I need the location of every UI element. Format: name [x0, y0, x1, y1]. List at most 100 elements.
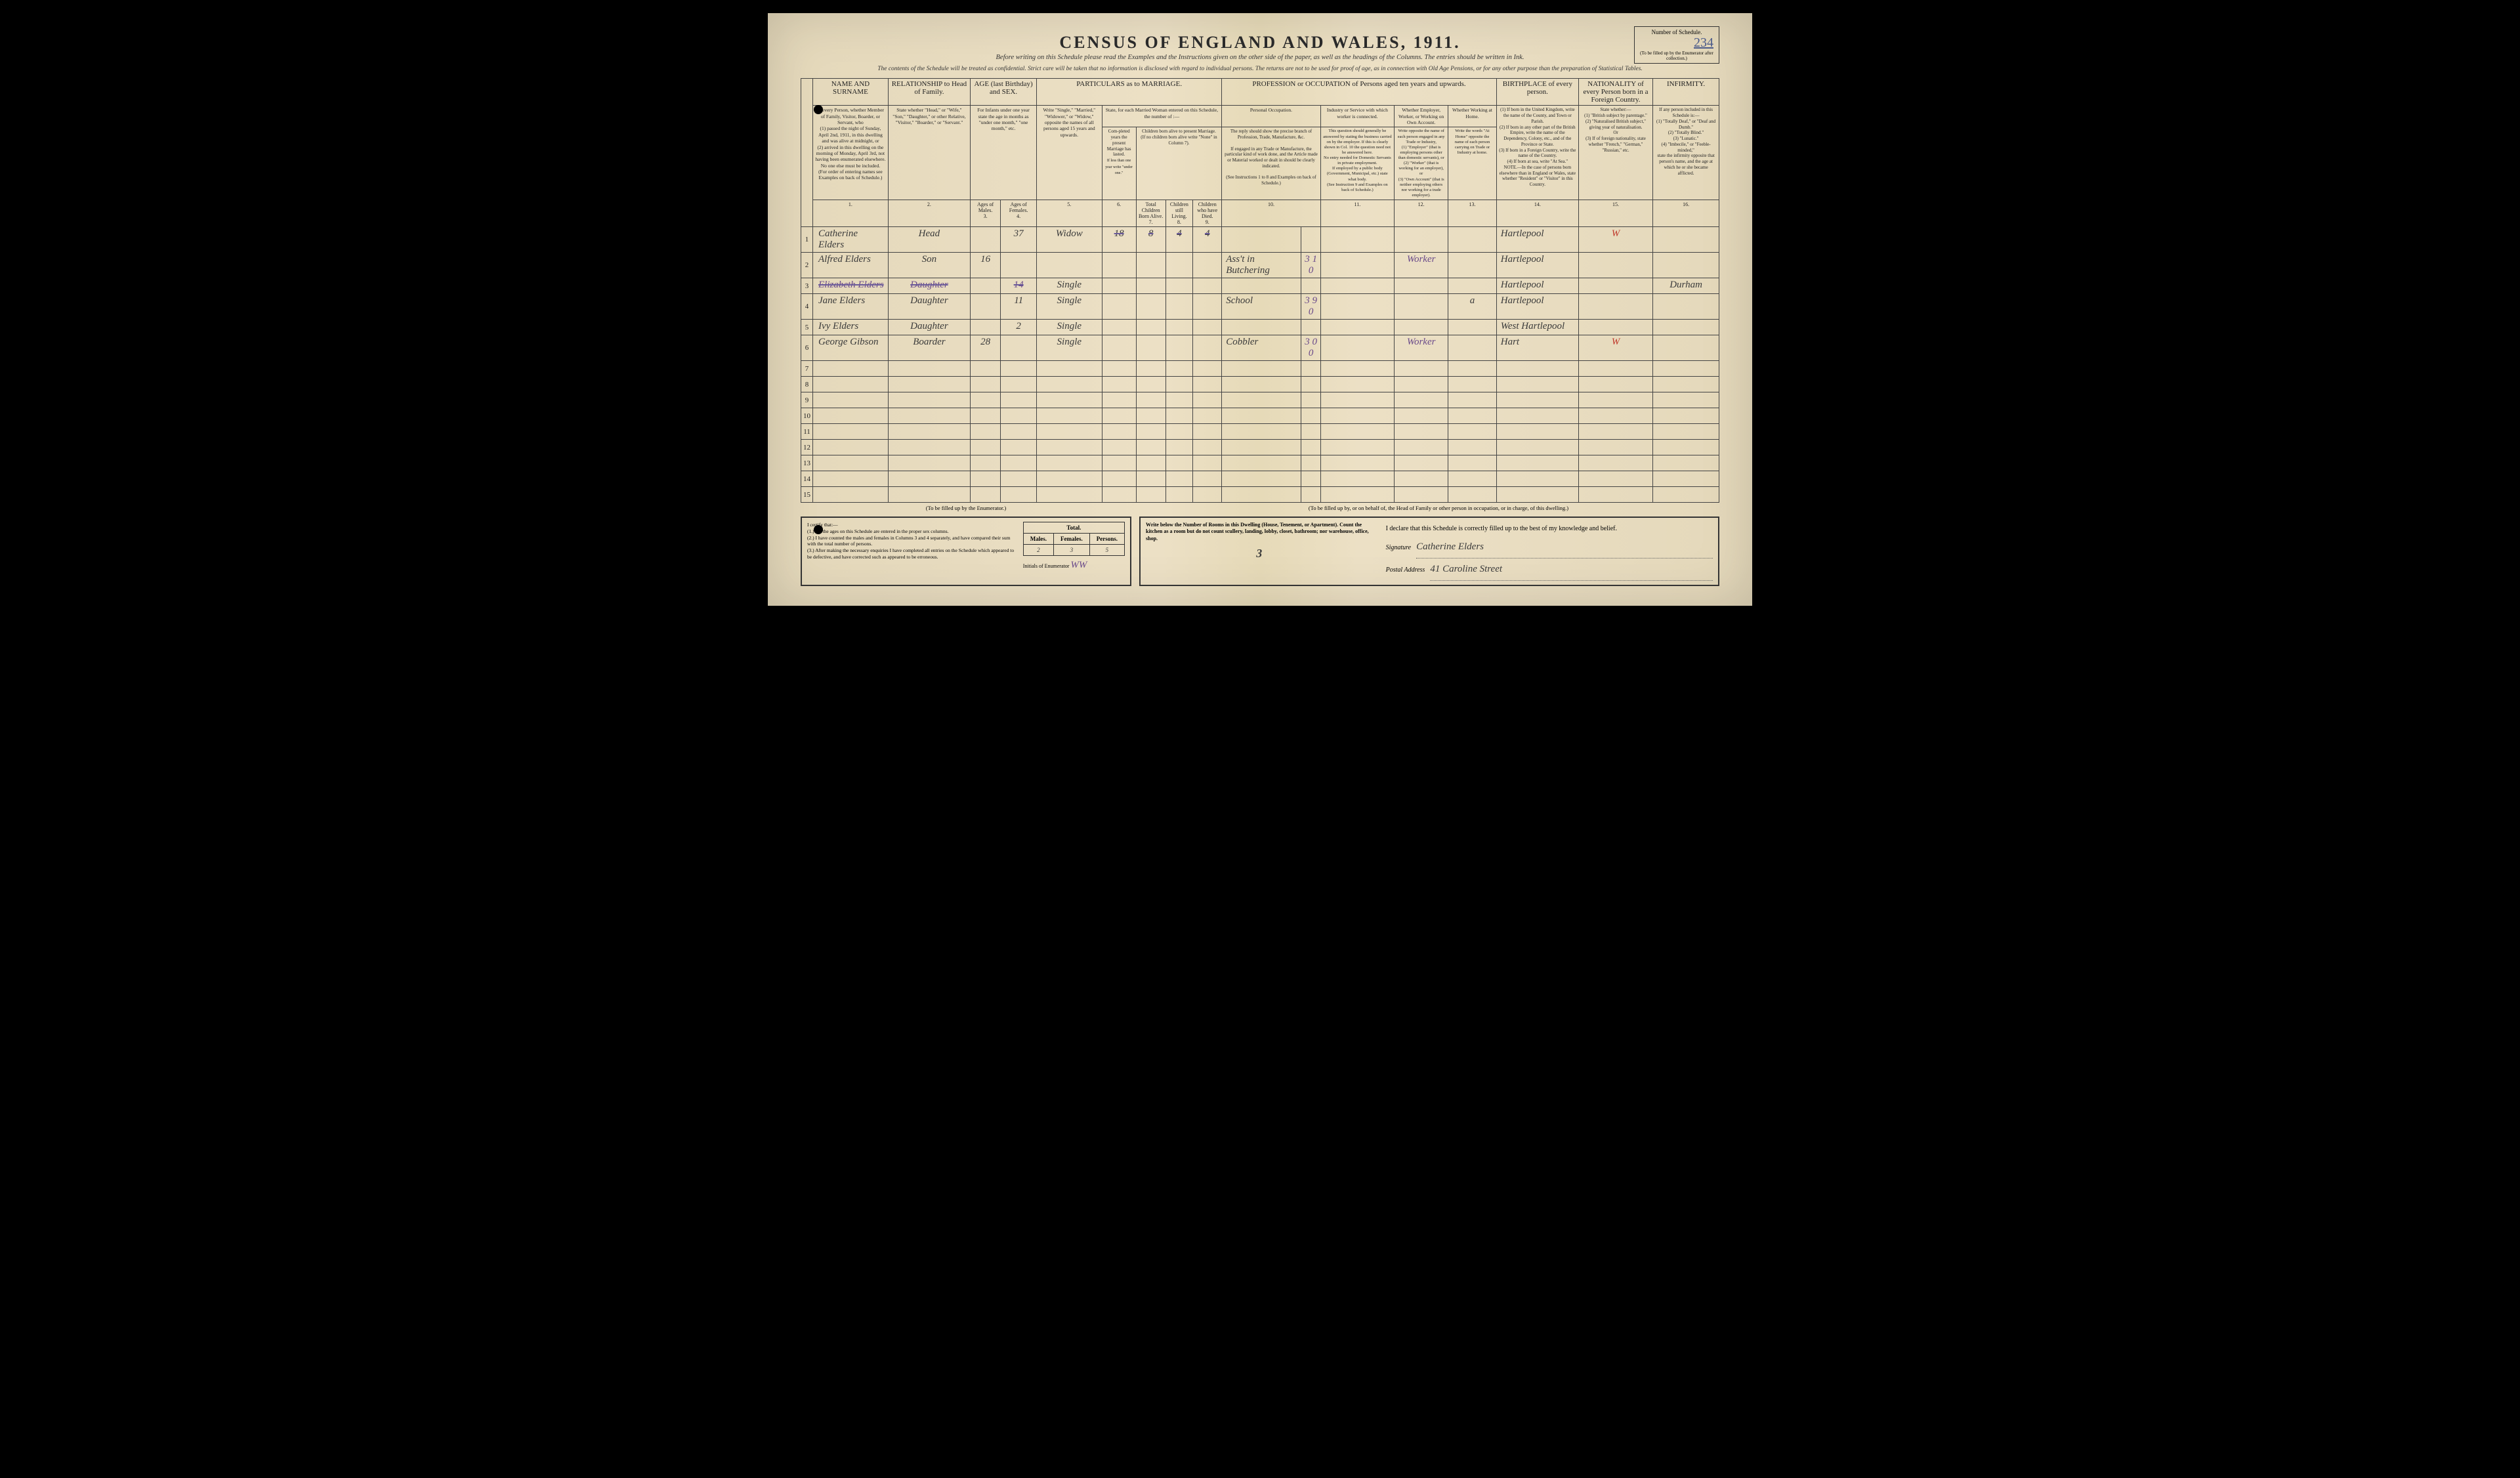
cell-age-female [1001, 455, 1037, 471]
cell-children-living [1166, 335, 1193, 361]
sub-personal: Personal Occupation. [1222, 106, 1320, 127]
cell-age-male [971, 294, 1001, 320]
cell-occupation [1222, 471, 1301, 487]
cell-duration [1102, 487, 1136, 503]
cell-age-male: 28 [971, 335, 1001, 361]
cell-children-total [1136, 335, 1166, 361]
cell-children-died [1193, 455, 1222, 471]
cell-name [813, 455, 889, 471]
cell-name: Jane Elders [813, 294, 889, 320]
inst-home: Write the words "At Home" opposite the n… [1448, 127, 1497, 200]
cell-children-died [1193, 377, 1222, 392]
cell-infirmity [1653, 424, 1719, 440]
cell-industry [1320, 487, 1394, 503]
signature: Catherine Elders [1416, 536, 1713, 559]
cell-infirmity [1653, 471, 1719, 487]
cell-children-living [1166, 424, 1193, 440]
cell-occupation [1222, 361, 1301, 377]
col-marriage: PARTICULARS as to MARRIAGE. [1037, 79, 1222, 106]
cell-relationship [888, 392, 970, 408]
cell-birthplace [1496, 455, 1578, 471]
cell-occupation [1222, 440, 1301, 455]
cell-age-female [1001, 408, 1037, 424]
cell-nationality [1578, 253, 1652, 278]
cell-status [1395, 294, 1448, 320]
cell-nationality [1578, 408, 1652, 424]
cell-age-female [1001, 392, 1037, 408]
cell-industry [1320, 455, 1394, 471]
cell-home [1448, 408, 1497, 424]
col-occupation: PROFESSION or OCCUPATION of Persons aged… [1222, 79, 1497, 106]
cell-age-male [971, 408, 1001, 424]
cell-age-male [971, 440, 1001, 455]
cell-industry [1320, 424, 1394, 440]
totals-table: Total. Males. Females. Persons. 2 3 5 [1023, 522, 1125, 556]
cell-nationality [1578, 455, 1652, 471]
signature-block: I declare that this Schedule is correctl… [1386, 522, 1713, 581]
cell-status [1395, 320, 1448, 335]
cell-occupation [1222, 392, 1301, 408]
cell-children-died [1193, 408, 1222, 424]
confidential-note: The contents of the Schedule will be tre… [801, 65, 1719, 73]
cell-age-female [1001, 361, 1037, 377]
table-row: 5Ivy EldersDaughter2SingleWest Hartlepoo… [801, 320, 1719, 335]
postal-address: 41 Caroline Street [1430, 559, 1713, 581]
cell-home [1448, 440, 1497, 455]
enum-caption: (To be filled up by the Enumerator.) [801, 505, 1131, 511]
table-row: 11 [801, 424, 1719, 440]
cell-children-total [1136, 361, 1166, 377]
inst-status: Write opposite the name of each person e… [1395, 127, 1448, 200]
rooms-instruction: Write below the Number of Rooms in this … [1146, 522, 1373, 581]
cell-duration [1102, 408, 1136, 424]
cell-name: Ivy Elders [813, 320, 889, 335]
row-number: 7 [801, 361, 813, 377]
cell-birthplace [1496, 471, 1578, 487]
cell-status [1395, 392, 1448, 408]
cell-duration [1102, 361, 1136, 377]
row-number: 3 [801, 278, 813, 294]
col-birthplace: BIRTHPLACE of every person. [1496, 79, 1578, 106]
table-row: 14 [801, 471, 1719, 487]
cell-occupation [1222, 377, 1301, 392]
census-page: CENSUS OF ENGLAND AND WALES, 1911. Befor… [768, 13, 1752, 606]
cell-relationship: Boarder [888, 335, 970, 361]
cell-infirmity [1653, 253, 1719, 278]
row-number: 11 [801, 424, 813, 440]
cell-nationality [1578, 294, 1652, 320]
cell-children-living [1166, 253, 1193, 278]
table-row: 12 [801, 440, 1719, 455]
cell-children-total [1136, 408, 1166, 424]
row-number: 8 [801, 377, 813, 392]
cell-status: Worker [1395, 253, 1448, 278]
cell-children-died [1193, 487, 1222, 503]
cell-nationality [1578, 424, 1652, 440]
cell-birthplace: Hartlepool [1496, 294, 1578, 320]
cell-relationship [888, 440, 970, 455]
cell-marital [1037, 361, 1102, 377]
cell-birthplace [1496, 424, 1578, 440]
cell-age-female [1001, 440, 1037, 455]
inst-age: For Infants under one year state the age… [971, 106, 1037, 200]
cell-birthplace: Hartlepool [1496, 278, 1578, 294]
cell-relationship [888, 361, 970, 377]
cell-home [1448, 487, 1497, 503]
inst-personal: The reply should show the precise branch… [1222, 127, 1320, 200]
cell-age-male [971, 320, 1001, 335]
inst-birthplace: (1) If born in the United Kingdom, write… [1496, 106, 1578, 200]
cell-birthplace: West Hartlepool [1496, 320, 1578, 335]
cell-children-living [1166, 408, 1193, 424]
rooms-value: 3 [1146, 546, 1373, 561]
cell-relationship: Daughter [888, 294, 970, 320]
cell-children-living [1166, 392, 1193, 408]
cell-duration [1102, 471, 1136, 487]
cell-name [813, 408, 889, 424]
cell-duration [1102, 320, 1136, 335]
cell-occ-code [1301, 440, 1320, 455]
row-number: 1 [801, 227, 813, 253]
cell-age-male: 16 [971, 253, 1001, 278]
cell-nationality [1578, 361, 1652, 377]
cell-occ-code [1301, 361, 1320, 377]
cell-occ-code: 3 9 0 [1301, 294, 1320, 320]
cell-children-living [1166, 455, 1193, 471]
cell-children-total [1136, 253, 1166, 278]
